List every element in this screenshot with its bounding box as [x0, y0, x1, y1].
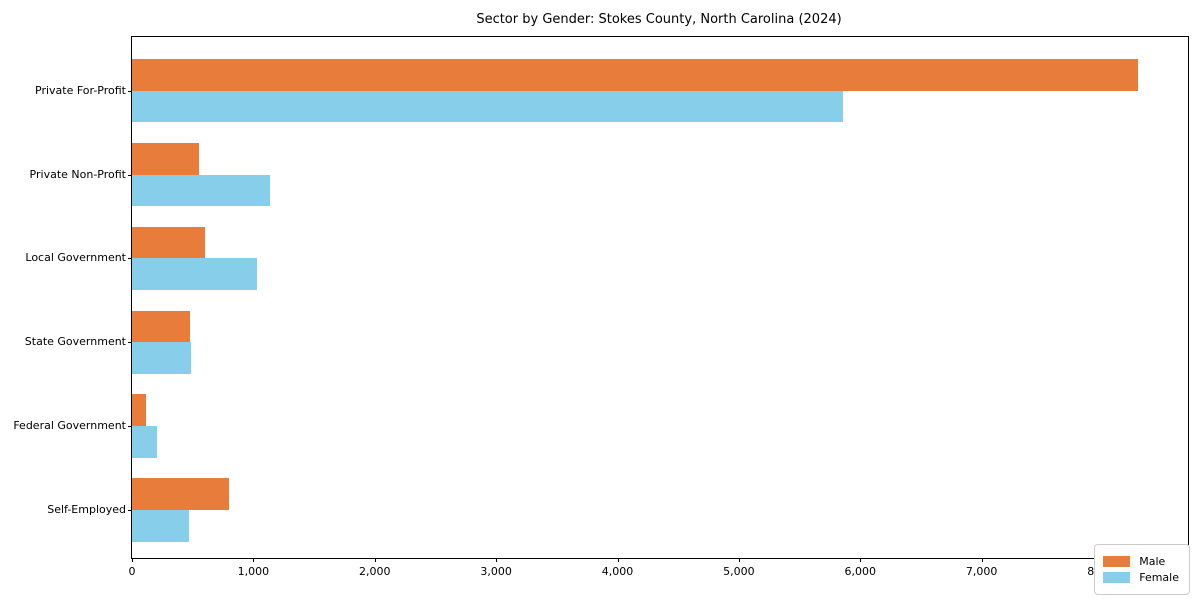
x-tick-label: 6,000: [844, 565, 877, 578]
legend: Male Female: [1094, 544, 1190, 595]
x-tick-mark: [860, 558, 862, 562]
bar-male-local-government: [132, 226, 206, 259]
y-category-label-state-government: State Government: [24, 335, 126, 349]
x-tick-label: 0: [128, 565, 136, 578]
legend-entry-female: Female: [1103, 571, 1179, 584]
x-tick-label: 1,000: [237, 565, 270, 578]
bar-male-private-for-profit: [132, 59, 1138, 91]
y-tick-mark: [128, 174, 132, 176]
x-tick-mark: [496, 558, 498, 562]
chart-title: Sector by Gender: Stokes County, North C…: [476, 12, 842, 27]
legend-swatch-male: [1103, 556, 1131, 567]
y-category-label-private-for-profit: Private For-Profit: [35, 83, 126, 97]
y-tick-mark: [128, 342, 132, 344]
y-category-label-private-non-profit: Private Non-Profit: [29, 167, 126, 181]
legend-swatch-female: [1103, 572, 1131, 583]
y-tick-mark: [128, 426, 132, 428]
bar-female-private-non-profit: [132, 174, 271, 207]
x-tick-mark: [738, 558, 740, 562]
x-tick-mark: [617, 558, 619, 562]
x-tick-mark: [981, 558, 983, 562]
x-tick-mark: [374, 558, 376, 562]
legend-label-female: Female: [1139, 571, 1179, 584]
x-tick-mark: [132, 558, 133, 562]
bar-female-self-employed: [132, 509, 190, 542]
y-category-label-federal-government: Federal Government: [13, 419, 126, 433]
legend-label-male: Male: [1139, 555, 1166, 568]
y-tick-mark: [128, 258, 132, 260]
x-tick-label: 5,000: [723, 565, 755, 578]
plot-area: Private For-Profit Private Non-Profit Loca…: [13, 36, 1189, 578]
bar-female-local-government: [132, 258, 258, 291]
x-tick-label: 7,000: [965, 565, 998, 578]
y-tick-mark: [128, 90, 132, 92]
x-tick-label: 2,000: [359, 565, 391, 578]
bar-female-federal-government: [132, 426, 158, 458]
y-category-label-self-employed: Self-Employed: [47, 502, 126, 516]
x-tick-label: 3,000: [480, 565, 512, 578]
legend-entry-male: Male: [1103, 555, 1179, 568]
x-tick-mark: [253, 558, 255, 562]
y-tick-mark: [128, 509, 132, 511]
x-tick-label: 4,000: [601, 565, 634, 578]
bar-male-self-employed: [132, 478, 230, 510]
bar-male-federal-government: [132, 394, 146, 427]
bar-male-state-government: [132, 310, 191, 343]
bar-male-private-non-profit: [132, 142, 199, 175]
bar-female-state-government: [132, 342, 192, 374]
y-category-label-local-government: Local Government: [25, 251, 126, 265]
bar-female-private-for-profit: [132, 90, 844, 123]
